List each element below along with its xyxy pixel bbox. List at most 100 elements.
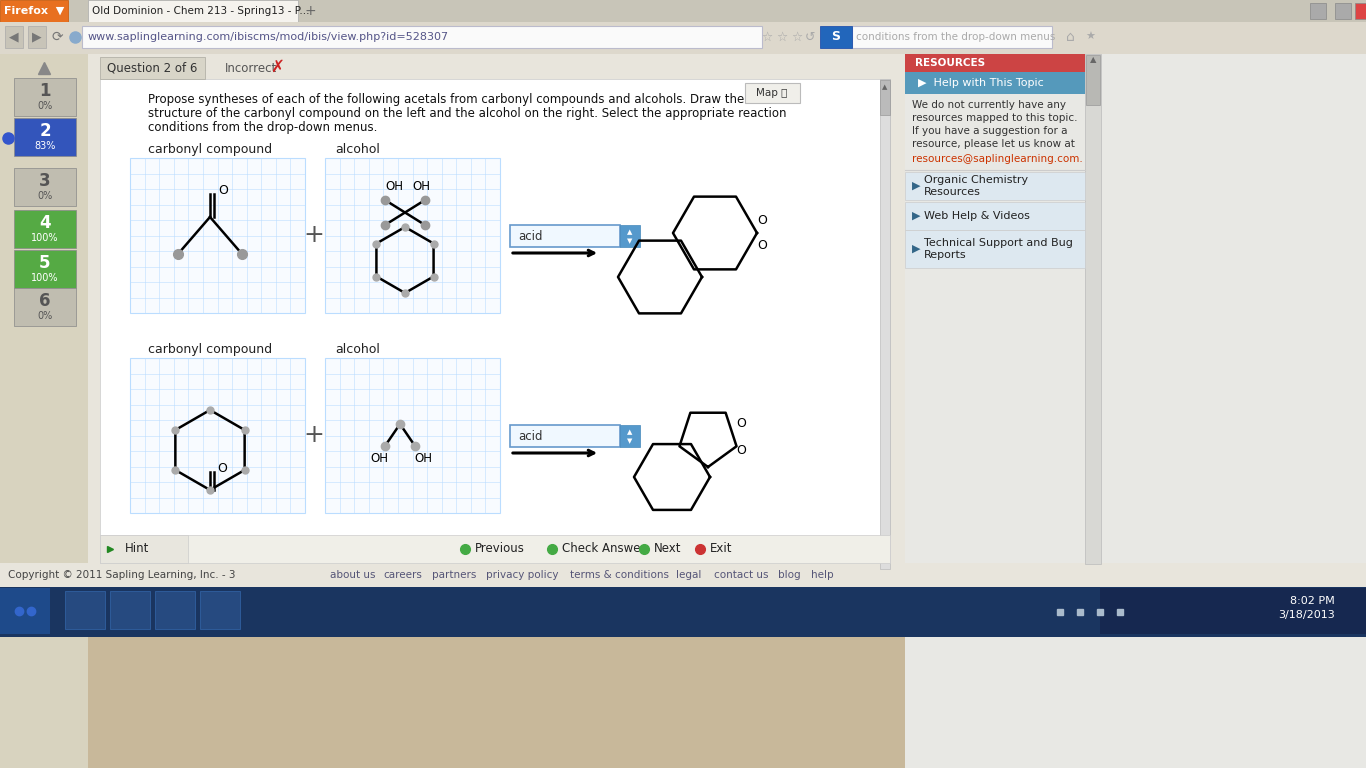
- Bar: [0, 588, 51, 634]
- Text: Web Help & Videos: Web Help & Videos: [923, 211, 1030, 221]
- Text: ▲: ▲: [627, 429, 632, 435]
- Bar: [1352, 0, 1356, 55]
- Text: Previous: Previous: [475, 542, 525, 555]
- Bar: [809, 0, 811, 55]
- Text: O: O: [757, 240, 766, 253]
- Text: Hint: Hint: [126, 542, 149, 555]
- Bar: [1160, 0, 1164, 55]
- Text: about us: about us: [331, 570, 376, 580]
- Bar: [906, 54, 1085, 72]
- Bar: [1176, 0, 1180, 55]
- Bar: [1335, 3, 1351, 19]
- Bar: [680, 0, 684, 55]
- Text: Firefox  ▼: Firefox ▼: [4, 6, 64, 16]
- Bar: [856, 0, 861, 55]
- Bar: [928, 0, 932, 55]
- Bar: [81, 0, 83, 55]
- Text: help: help: [811, 570, 833, 580]
- Text: legal: legal: [676, 570, 701, 580]
- Text: OH: OH: [413, 180, 430, 193]
- Bar: [14, 168, 76, 206]
- Bar: [664, 0, 668, 55]
- Bar: [568, 0, 572, 55]
- Text: ▲: ▲: [627, 229, 632, 235]
- Text: OH: OH: [370, 452, 388, 465]
- Bar: [14, 78, 76, 116]
- Bar: [100, 535, 189, 563]
- Bar: [199, 0, 204, 55]
- Bar: [456, 0, 460, 55]
- Bar: [1199, 0, 1203, 55]
- Bar: [647, 0, 652, 55]
- Bar: [1143, 0, 1147, 55]
- Bar: [656, 0, 660, 55]
- Bar: [624, 0, 628, 55]
- Bar: [48, 0, 52, 55]
- Bar: [56, 0, 60, 55]
- Text: Propose syntheses of each of the following acetals from carbonyl compounds and a: Propose syntheses of each of the followi…: [148, 93, 744, 106]
- Bar: [473, 0, 475, 55]
- Bar: [361, 0, 363, 55]
- Bar: [392, 0, 396, 55]
- Text: privacy policy: privacy policy: [485, 570, 559, 580]
- Text: O: O: [219, 184, 228, 197]
- Bar: [744, 0, 749, 55]
- Text: 1: 1: [40, 82, 51, 100]
- Text: Incorrect: Incorrect: [225, 61, 277, 74]
- Text: partners: partners: [432, 570, 477, 580]
- Bar: [344, 0, 348, 55]
- Bar: [96, 0, 100, 55]
- Text: Exit: Exit: [710, 542, 732, 555]
- Text: ▶: ▶: [912, 244, 921, 254]
- Bar: [1240, 0, 1244, 55]
- Bar: [1193, 0, 1197, 55]
- Text: ▲: ▲: [882, 84, 888, 90]
- Text: ☆: ☆: [776, 31, 788, 44]
- Bar: [168, 0, 172, 55]
- Bar: [1184, 0, 1188, 55]
- Text: Copyright © 2011 Sapling Learning, Inc. - 3: Copyright © 2011 Sapling Learning, Inc. …: [8, 570, 235, 580]
- Text: carbonyl compound: carbonyl compound: [148, 343, 272, 356]
- Bar: [224, 0, 228, 55]
- Bar: [1128, 0, 1132, 55]
- Bar: [832, 0, 836, 55]
- Bar: [576, 0, 581, 55]
- Bar: [1361, 0, 1365, 55]
- Text: 0%: 0%: [37, 311, 53, 321]
- Bar: [1255, 0, 1259, 55]
- Bar: [367, 0, 372, 55]
- Text: alcohol: alcohol: [335, 143, 380, 156]
- Bar: [272, 0, 276, 55]
- Bar: [255, 0, 260, 55]
- Bar: [510, 425, 620, 447]
- Bar: [720, 0, 724, 55]
- Text: 3: 3: [40, 172, 51, 190]
- Bar: [64, 0, 68, 55]
- Bar: [1296, 0, 1300, 55]
- Bar: [0, 563, 1366, 587]
- Bar: [120, 0, 124, 55]
- Bar: [0, 22, 1366, 54]
- Bar: [280, 0, 284, 55]
- Bar: [1224, 0, 1228, 55]
- Text: O: O: [217, 462, 227, 475]
- Bar: [1104, 0, 1108, 55]
- Bar: [1320, 0, 1324, 55]
- Bar: [31, 0, 36, 55]
- Bar: [968, 0, 973, 55]
- Bar: [520, 0, 525, 55]
- Bar: [384, 0, 388, 55]
- Bar: [66, 591, 105, 629]
- Text: Technical Support and Bug
Reports: Technical Support and Bug Reports: [923, 238, 1072, 260]
- Text: alcohol: alcohol: [335, 343, 380, 356]
- Bar: [100, 535, 891, 563]
- Bar: [672, 0, 676, 55]
- Bar: [848, 0, 852, 55]
- Bar: [1120, 0, 1124, 55]
- Bar: [1072, 0, 1076, 55]
- Bar: [880, 79, 891, 569]
- Bar: [984, 0, 988, 55]
- Text: 100%: 100%: [31, 273, 59, 283]
- Bar: [552, 0, 556, 55]
- Text: 83%: 83%: [34, 141, 56, 151]
